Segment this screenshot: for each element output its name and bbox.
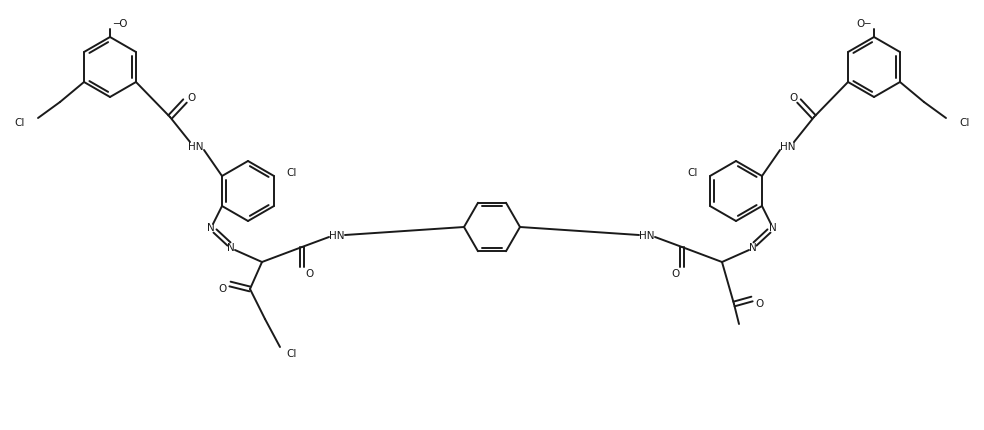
- Text: HN: HN: [640, 230, 654, 240]
- Text: O: O: [217, 283, 226, 293]
- Text: HN: HN: [780, 141, 796, 152]
- Text: O: O: [789, 93, 797, 103]
- Text: Cl: Cl: [959, 118, 969, 128]
- Text: N: N: [207, 222, 215, 233]
- Text: N: N: [227, 243, 235, 252]
- Text: O─: O─: [856, 19, 871, 29]
- Text: Cl: Cl: [286, 168, 296, 178]
- Text: Cl: Cl: [286, 348, 297, 358]
- Text: O: O: [305, 268, 313, 278]
- Text: HN: HN: [188, 141, 204, 152]
- Text: O: O: [187, 93, 195, 103]
- Text: Cl: Cl: [688, 168, 698, 178]
- Text: ─O: ─O: [113, 19, 128, 29]
- Text: HN: HN: [330, 230, 344, 240]
- Text: O: O: [756, 298, 765, 308]
- Text: Cl: Cl: [15, 118, 25, 128]
- Text: O: O: [671, 268, 679, 278]
- Text: N: N: [749, 243, 757, 252]
- Text: N: N: [769, 222, 777, 233]
